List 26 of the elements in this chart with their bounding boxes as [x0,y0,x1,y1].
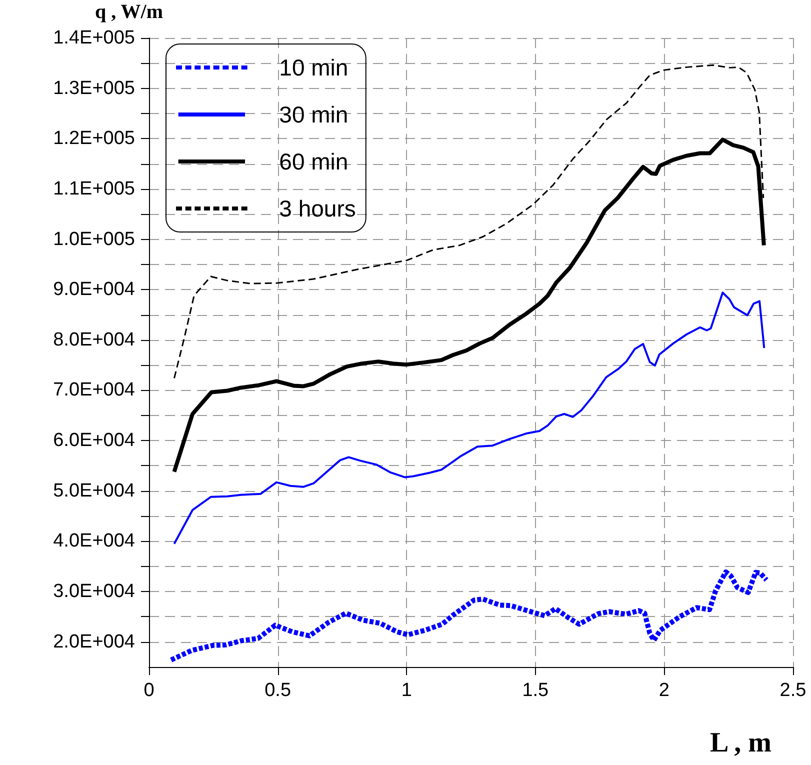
y-tick-label: 7.0E+004 [53,380,136,401]
line-series [173,292,766,545]
y-tick-label: 2.0E+004 [53,631,136,652]
y-tick-label: 1.1E+005 [53,178,135,200]
y-tick-label: 8.0E+004 [53,329,136,350]
legend-label: 30 min [279,102,348,128]
y-tick-label: 5.0E+004 [53,480,136,502]
y-tick-label: 6.0E+004 [53,430,136,452]
y-tick-label: 9.0E+004 [53,279,136,300]
legend-label: 3 hours [279,196,356,222]
legend-label: 60 min [279,148,348,174]
y-tick-label: 1.0E+005 [53,228,135,250]
x-axis-title: L , m [710,728,772,758]
legend-label: 10 min [279,54,348,80]
x-tick-label: 1.5 [522,680,549,701]
x-tick-label: 0.5 [264,680,292,701]
y-tick-label: 4.0E+004 [53,530,136,552]
x-tick-label: 1 [401,680,412,701]
x-tick-label: 2 [658,680,670,701]
x-tick-label: 0 [144,680,154,701]
y-tick-label: 3.0E+004 [53,581,136,602]
x-tick-label: 2.5 [780,680,806,701]
y-tick-label: 1.3E+005 [53,78,135,99]
y-axis-title: q , W/m [95,1,164,23]
y-tick-label: 1.2E+005 [53,128,135,150]
y-tick-label: 1.4E+005 [53,28,135,48]
